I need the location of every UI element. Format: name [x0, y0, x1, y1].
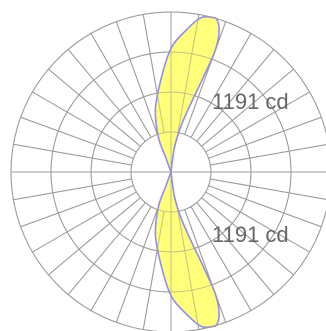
grid-spoke	[48, 68, 141, 147]
grid-spoke	[20, 185, 134, 228]
polar-grid-overlay	[10, 11, 326, 331]
grid-spoke	[205, 191, 310, 253]
grid-spoke	[184, 21, 227, 135]
grid-spoke	[90, 33, 152, 138]
grid-spoke	[205, 91, 310, 153]
grid-spoke	[48, 197, 141, 276]
grid-spoke	[32, 191, 137, 253]
grid-spoke	[142, 14, 165, 133]
upper-intensity-lobe	[154, 15, 220, 173]
grid-spoke	[90, 206, 152, 311]
grid-spoke	[142, 211, 165, 330]
grid-spoke	[177, 211, 200, 330]
value-labels: 1191 cd 1191 cd	[212, 89, 289, 247]
grid-spoke	[115, 21, 158, 135]
grid-spoke	[13, 143, 132, 166]
grid-spoke	[32, 91, 137, 153]
grid-spoke	[190, 206, 252, 311]
upper-candela-label: 1191 cd	[212, 89, 289, 114]
grid-spoke	[201, 68, 294, 147]
grid-spoke	[67, 49, 146, 142]
grid-spoke	[201, 197, 294, 276]
grid-spoke	[210, 178, 326, 200]
grid-spoke	[208, 116, 322, 159]
grid-spoke	[196, 202, 275, 295]
grid-spoke	[13, 178, 132, 201]
grid-spoke	[184, 209, 227, 323]
grid-spoke	[190, 33, 252, 138]
grid-spoke	[177, 14, 200, 133]
grid-spoke	[115, 209, 158, 323]
grid-spoke	[208, 185, 322, 228]
grid-spoke	[196, 49, 275, 142]
lower-intensity-lobe	[154, 171, 220, 329]
lower-candela-label: 1191 cd	[212, 222, 289, 247]
grid-spoke	[20, 116, 134, 159]
grid-spoke	[67, 202, 146, 295]
grid-spoke	[210, 144, 326, 166]
